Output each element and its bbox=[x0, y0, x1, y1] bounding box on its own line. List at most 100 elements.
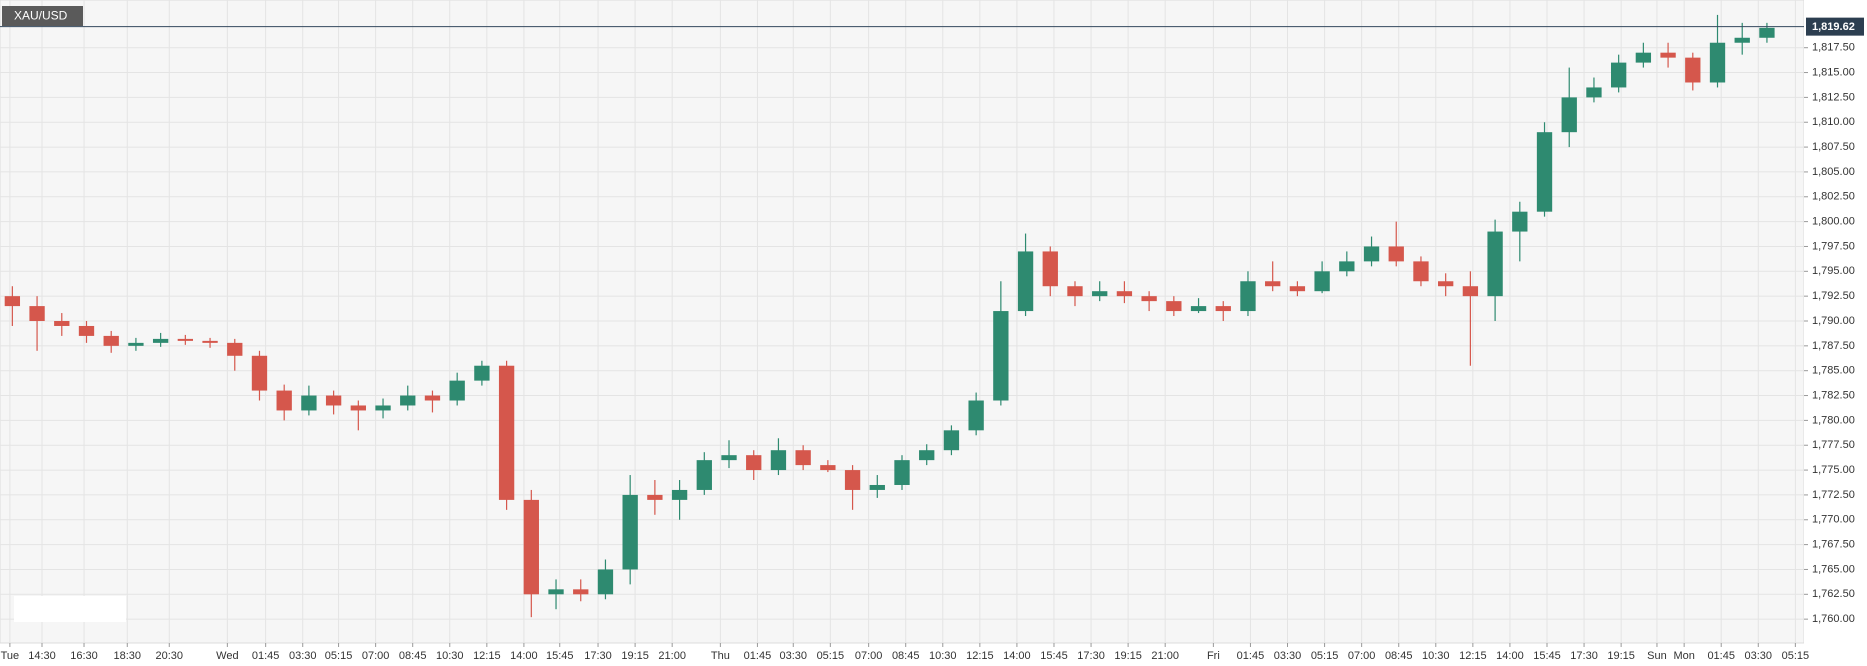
x-tick-label: Mon bbox=[1673, 650, 1694, 662]
candle-body bbox=[1438, 281, 1454, 287]
candle-body bbox=[152, 338, 169, 343]
candle-body bbox=[993, 311, 1009, 401]
candle-body bbox=[375, 405, 391, 411]
candle-body bbox=[128, 342, 144, 346]
y-tick-label: 1,805.00 bbox=[1812, 166, 1855, 178]
candle-body bbox=[1512, 211, 1528, 232]
candle-body bbox=[1536, 132, 1553, 212]
candle-body bbox=[1586, 87, 1602, 98]
candle-body bbox=[449, 380, 465, 401]
candle-body bbox=[424, 395, 441, 401]
candle-body bbox=[1610, 62, 1627, 88]
x-tick-label: 05:15 bbox=[817, 650, 845, 662]
x-tick-label: 03:30 bbox=[1274, 650, 1302, 662]
candle-body bbox=[671, 489, 688, 500]
x-tick-label: 10:30 bbox=[1422, 650, 1450, 662]
x-tick-label: 15:45 bbox=[1040, 650, 1068, 662]
blank-box bbox=[14, 596, 126, 622]
x-tick-label: 03:30 bbox=[289, 650, 317, 662]
candle-body bbox=[919, 450, 935, 461]
y-tick-label: 1,792.50 bbox=[1812, 290, 1855, 302]
candle-body bbox=[301, 395, 317, 411]
candle-body bbox=[1067, 286, 1083, 297]
y-tick-label: 1,777.50 bbox=[1812, 439, 1855, 451]
candle-body bbox=[325, 395, 342, 406]
candle-body bbox=[1413, 261, 1429, 282]
x-tick-label: 12:15 bbox=[1459, 650, 1487, 662]
candle-body bbox=[820, 465, 836, 471]
y-tick-label: 1,770.00 bbox=[1812, 514, 1855, 526]
candle-body bbox=[474, 365, 490, 381]
x-tick-label: 20:30 bbox=[156, 650, 184, 662]
x-tick-label: 01:45 bbox=[1237, 650, 1265, 662]
candle-body bbox=[276, 390, 292, 411]
candle-body bbox=[1635, 52, 1652, 63]
x-tick-label: 07:00 bbox=[1348, 650, 1376, 662]
x-tick-label: 19:15 bbox=[621, 650, 649, 662]
y-tick-label: 1,807.50 bbox=[1812, 141, 1855, 153]
x-tick-label: 01:45 bbox=[252, 650, 280, 662]
candle-body bbox=[29, 306, 45, 322]
candle-body bbox=[573, 589, 589, 595]
y-tick-label: 1,787.50 bbox=[1812, 340, 1855, 352]
y-tick-label: 1,772.50 bbox=[1812, 489, 1855, 501]
candle-body bbox=[177, 338, 194, 341]
candle-body bbox=[78, 325, 95, 336]
x-tick-label: 14:00 bbox=[1003, 650, 1031, 662]
x-tick-label: 01:45 bbox=[1707, 650, 1735, 662]
x-tick-label: 05:15 bbox=[325, 650, 353, 662]
candle-body bbox=[548, 589, 564, 595]
y-tick-label: 1,762.50 bbox=[1812, 588, 1855, 600]
x-tick-label: 19:15 bbox=[1114, 650, 1142, 662]
x-tick-label: 12:15 bbox=[473, 650, 501, 662]
candle-body bbox=[943, 430, 960, 451]
symbol-box bbox=[2, 6, 83, 26]
y-tick-label: 1,790.00 bbox=[1812, 315, 1855, 327]
x-tick-label: 08:45 bbox=[1385, 650, 1413, 662]
y-tick-label: 1,782.50 bbox=[1812, 389, 1855, 401]
candle-body bbox=[1561, 97, 1577, 133]
x-tick-label: 03:30 bbox=[1745, 650, 1773, 662]
y-tick-label: 1,800.00 bbox=[1812, 216, 1855, 228]
candle-body bbox=[1314, 271, 1330, 292]
candle-body bbox=[746, 455, 762, 471]
x-tick-label: 21:00 bbox=[1151, 650, 1179, 662]
candle-body bbox=[1759, 27, 1775, 38]
x-tick-label: Tue bbox=[1, 650, 20, 662]
x-tick-label: 21:00 bbox=[658, 650, 686, 662]
y-tick-label: 1,760.00 bbox=[1812, 613, 1855, 625]
x-tick-label: 18:30 bbox=[114, 650, 142, 662]
y-tick-label: 1,780.00 bbox=[1812, 414, 1855, 426]
candle-body bbox=[523, 499, 539, 595]
candle-body bbox=[1240, 281, 1256, 312]
x-tick-label: 15:45 bbox=[546, 650, 574, 662]
x-tick-label: 16:30 bbox=[70, 650, 98, 662]
last-price-label: 1,819.62 bbox=[1812, 21, 1855, 33]
candle-body bbox=[968, 400, 984, 431]
x-tick-label: 17:30 bbox=[1570, 650, 1598, 662]
candle-body bbox=[1462, 286, 1479, 297]
x-tick-label: 05:15 bbox=[1311, 650, 1339, 662]
y-tick-label: 1,767.50 bbox=[1812, 539, 1855, 551]
x-tick-label: 08:45 bbox=[399, 650, 427, 662]
x-tick-label: 14:30 bbox=[28, 650, 56, 662]
candle-body bbox=[1709, 42, 1726, 83]
x-tick-label: 15:45 bbox=[1533, 650, 1561, 662]
candle-body bbox=[1092, 291, 1108, 297]
candle-body bbox=[1388, 246, 1404, 262]
candle-body bbox=[202, 340, 218, 343]
x-tick-label: 03:30 bbox=[780, 650, 808, 662]
candle-body bbox=[1116, 291, 1133, 297]
x-tick-label: 17:30 bbox=[584, 650, 612, 662]
x-tick-label: 14:00 bbox=[510, 650, 538, 662]
candle-body bbox=[622, 494, 638, 570]
y-tick-label: 1,815.00 bbox=[1812, 66, 1855, 78]
candle-body bbox=[696, 460, 712, 490]
y-tick-label: 1,785.00 bbox=[1812, 365, 1855, 377]
x-tick-label: 17:30 bbox=[1077, 650, 1105, 662]
candle-body bbox=[1289, 286, 1306, 292]
x-tick-label: 12:15 bbox=[966, 650, 994, 662]
candle-body bbox=[1487, 231, 1503, 297]
candle-body bbox=[869, 484, 885, 490]
candle-body bbox=[1017, 251, 1034, 312]
